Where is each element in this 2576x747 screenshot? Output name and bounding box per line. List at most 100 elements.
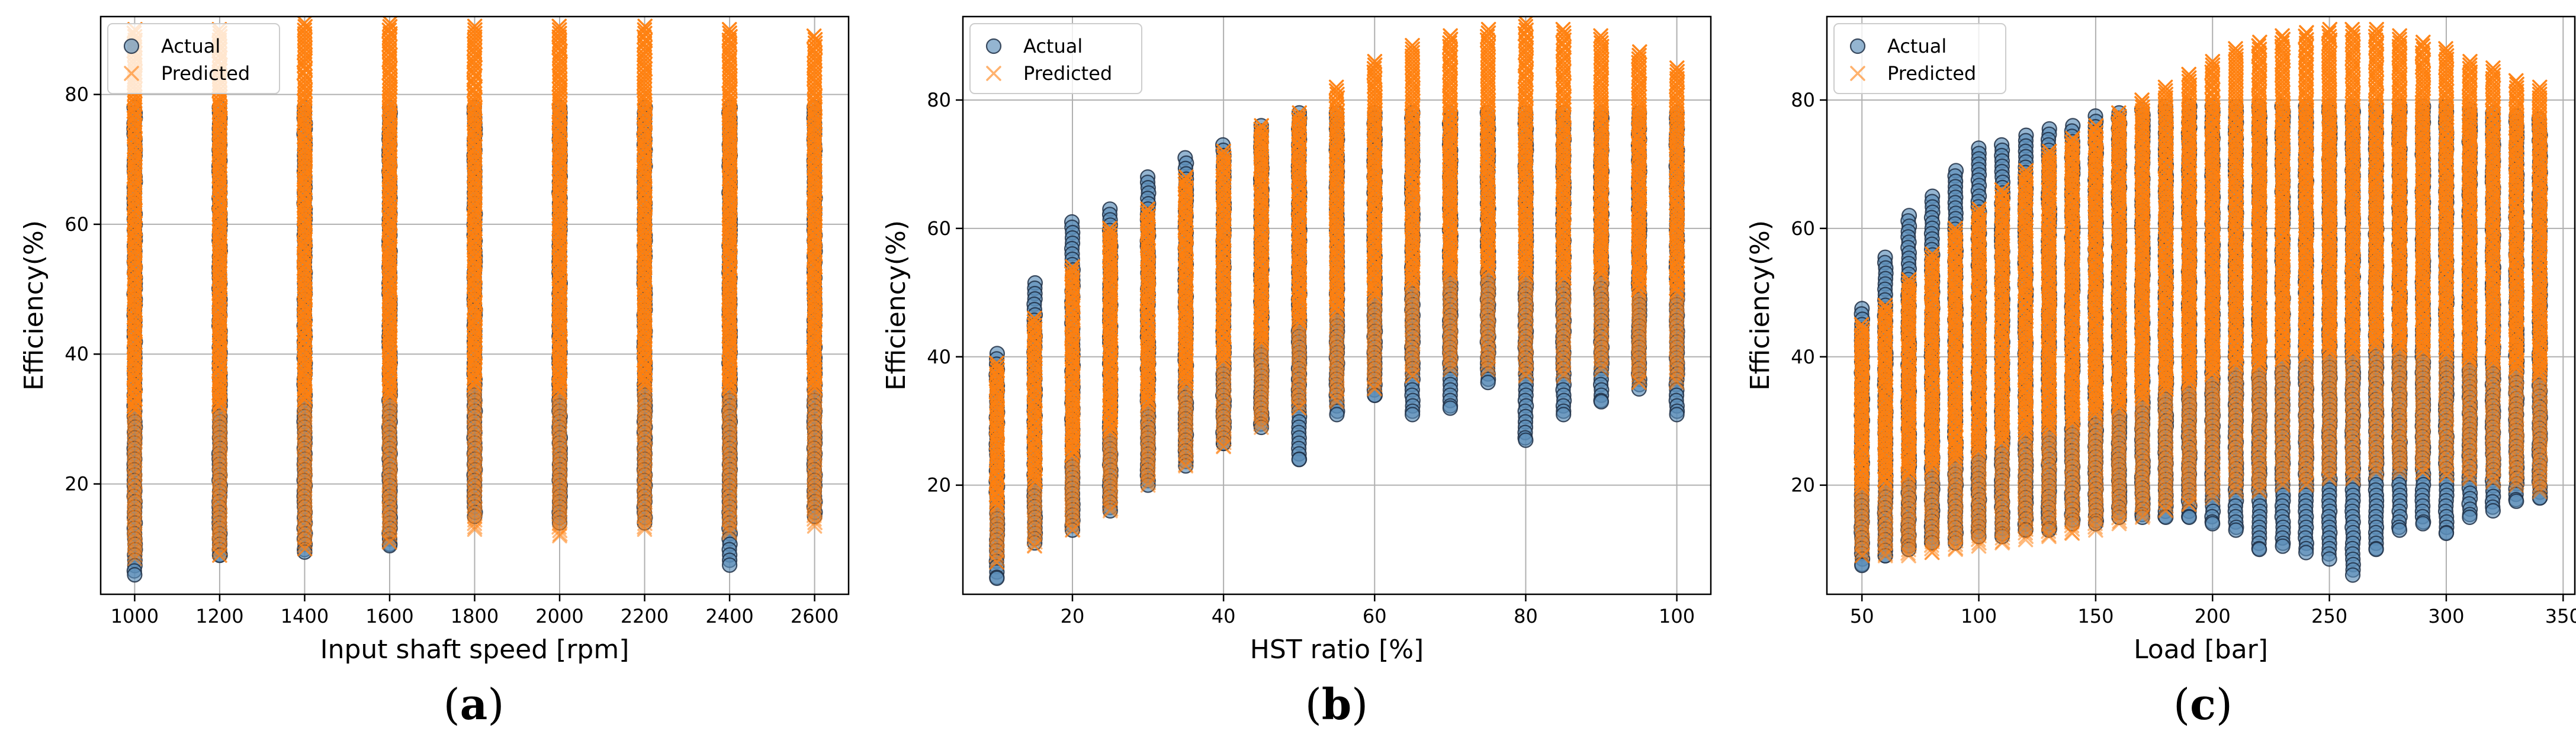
predicted-point xyxy=(1556,366,1572,382)
predicted-point xyxy=(1178,354,1194,369)
predicted-point xyxy=(1631,314,1647,330)
predicted-point xyxy=(1140,471,1156,487)
predicted-point xyxy=(637,405,653,421)
predicted-point xyxy=(1480,359,1496,375)
predicted-point xyxy=(807,316,823,331)
predicted-point xyxy=(1253,313,1268,329)
predicted-point xyxy=(127,342,142,357)
predicted-point xyxy=(1254,359,1270,375)
predicted-point xyxy=(1594,166,1610,182)
predicted-point xyxy=(1480,43,1496,59)
predicted-point xyxy=(1480,273,1496,289)
predicted-point xyxy=(1556,199,1572,215)
predicted-point xyxy=(382,381,398,397)
predicted-point xyxy=(1631,108,1647,124)
predicted-point xyxy=(127,278,142,293)
legend-actual-marker xyxy=(985,38,1002,54)
predicted-point xyxy=(1254,271,1269,286)
predicted-point xyxy=(297,530,313,546)
actual-point xyxy=(721,557,738,573)
predicted-point xyxy=(637,338,653,354)
legend-actual-label: Actual xyxy=(1023,35,1083,57)
predicted-point xyxy=(1103,356,1119,371)
predicted-point xyxy=(1518,363,1534,379)
predicted-point xyxy=(989,398,1005,414)
predicted-point xyxy=(1292,265,1308,281)
predicted-point xyxy=(127,224,143,240)
y-axis-label: Efficiency(%) xyxy=(19,220,49,391)
predicted-point xyxy=(1291,400,1307,416)
predicted-point xyxy=(1140,347,1156,363)
predicted-point xyxy=(1669,369,1685,385)
predicted-point xyxy=(1442,138,1457,154)
predicted-point xyxy=(297,413,313,429)
predicted-point xyxy=(1065,522,1080,538)
y-tick-label: 80 xyxy=(927,89,951,111)
predicted-point xyxy=(637,505,653,521)
predicted-point xyxy=(1178,458,1194,474)
predicted-point xyxy=(1140,450,1156,466)
panel-label-b: (b) xyxy=(1305,679,1369,729)
predicted-point xyxy=(1027,488,1042,504)
y-tick-label: 40 xyxy=(65,343,89,365)
predicted-point xyxy=(1556,368,1571,384)
predicted-point xyxy=(1064,487,1080,502)
predicted-point xyxy=(127,491,142,506)
actual-point xyxy=(1556,407,1572,423)
predicted-point xyxy=(722,72,738,87)
predicted-point xyxy=(127,484,142,499)
predicted-point xyxy=(382,292,397,308)
predicted-point xyxy=(1253,132,1269,148)
predicted-point xyxy=(297,40,313,56)
predicted-point xyxy=(807,142,822,157)
predicted-point xyxy=(1065,288,1081,303)
predicted-point xyxy=(1405,286,1420,302)
predicted-point xyxy=(1178,361,1194,376)
predicted-point xyxy=(1329,392,1344,408)
predicted-point xyxy=(1518,321,1533,336)
predicted-point xyxy=(297,69,313,84)
predicted-point xyxy=(1480,60,1496,76)
predicted-point xyxy=(1631,349,1646,365)
predicted-point xyxy=(467,249,483,265)
axes-frame xyxy=(962,15,1712,595)
predicted-point xyxy=(1367,320,1382,336)
predicted-point xyxy=(297,200,312,215)
predicted-point xyxy=(1253,416,1268,432)
predicted-point xyxy=(1404,365,1420,380)
predicted-point xyxy=(1480,245,1496,261)
predicted-point xyxy=(212,452,228,467)
predicted-point xyxy=(467,516,483,532)
predicted-point xyxy=(1443,323,1459,339)
chart-panel-a: 1000 1200 1400 1600 1800 2000 2200 2400 26002040… xyxy=(19,15,850,665)
predicted-point xyxy=(1328,204,1344,220)
predicted-point xyxy=(1367,114,1382,130)
predicted-point xyxy=(467,96,482,112)
predicted-point xyxy=(1480,362,1496,378)
actual-point xyxy=(989,570,1005,587)
predicted-point xyxy=(1517,86,1533,102)
predicted-point xyxy=(467,143,482,159)
predicted-point xyxy=(467,519,483,535)
predicted-point xyxy=(552,448,567,464)
predicted-point xyxy=(1631,278,1647,294)
predicted-point xyxy=(1480,128,1495,144)
x-tick-label: 1400 xyxy=(281,605,329,627)
predicted-point xyxy=(1216,439,1231,455)
predicted-point xyxy=(1518,367,1534,382)
y-axis-label: Efficiency(%) xyxy=(881,220,911,391)
series-predicted xyxy=(126,17,823,566)
actual-point xyxy=(1518,432,1534,448)
predicted-point xyxy=(1065,501,1080,516)
predicted-point xyxy=(1631,133,1647,149)
predicted-point xyxy=(1216,211,1232,227)
predicted-point xyxy=(1367,168,1382,183)
predicted-point xyxy=(1594,227,1609,243)
predicted-point xyxy=(807,519,823,534)
predicted-point xyxy=(1405,251,1421,266)
predicted-point xyxy=(381,225,397,240)
predicted-point xyxy=(1518,30,1534,45)
predicted-point xyxy=(297,498,313,514)
